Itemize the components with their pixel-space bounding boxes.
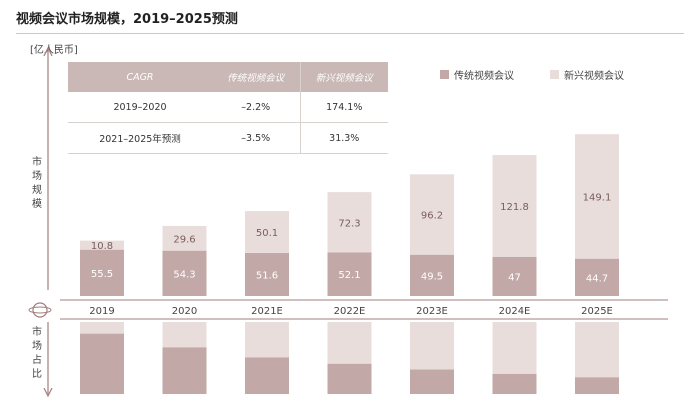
cagr-row-traditional: –2.2% [212,92,300,123]
data-label-traditional: 55.5 [91,269,113,280]
data-label-emerging: 10.8 [91,241,113,252]
data-label-traditional: 54.3 [173,269,195,280]
share-bar-traditional [245,357,289,394]
chart-title: 视频会议市场规模，2019–2025预测 [16,12,238,27]
category-tick-label: 2019 [89,306,114,317]
share-bar-traditional [575,377,619,394]
globe-icon [32,302,48,318]
axis-label-market-share: 市 场 占 比 [32,327,42,380]
cagr-header-traditional: 传统视频会议 [212,62,300,92]
bar-emerging [575,134,619,259]
category-tick-label: 2023E [416,306,448,317]
category-tick-label: 2022E [334,306,366,317]
data-label-traditional: 51.6 [256,270,278,281]
bar-traditional [80,249,124,296]
category-tick-label: 2024E [499,306,531,317]
data-label-traditional: 47 [508,272,521,283]
data-label-traditional: 49.5 [421,271,443,282]
axis-label-market-size: 市 场 规 模 [32,157,42,210]
data-label-emerging: 149.1 [583,192,612,203]
legend-item-traditional: 传统视频会议 [440,67,514,82]
bar-emerging [162,225,207,251]
share-bar-traditional [162,347,207,394]
category-tick-label: 2020 [172,306,197,317]
bar-traditional [575,258,619,296]
axis-arrow-down-icon [43,387,53,398]
data-label-traditional: 44.7 [586,273,608,284]
title-divider [16,33,684,34]
bar-emerging [492,155,537,257]
legend-swatch-traditional [440,70,449,79]
bar-emerging [410,174,454,255]
data-label-traditional: 52.1 [338,270,360,281]
legend-label-traditional: 传统视频会议 [454,71,514,82]
bar-emerging [245,211,289,253]
category-tick-label: 2021E [251,306,283,317]
cagr-table: CAGR 传统视频会议 新兴视频会议 2019–2020 –2.2% 174.1… [68,62,388,154]
cagr-row-emerging: 31.3% [299,122,388,154]
data-label-emerging: 29.6 [173,234,195,245]
legend-item-emerging: 新兴视频会议 [550,67,624,82]
data-label-emerging: 72.3 [338,218,360,229]
cagr-header-row: CAGR 传统视频会议 新兴视频会议 [68,62,388,92]
legend-swatch-emerging [550,70,559,79]
unit-label: [亿人民币] [30,45,78,56]
share-bar-traditional [492,373,537,394]
axis-arrow-up-icon [43,46,53,57]
data-label-emerging: 50.1 [256,228,278,239]
share-bar-traditional [80,333,124,394]
cagr-header-label: CAGR [68,62,212,92]
bar-traditional [245,252,289,296]
bar-traditional [162,250,207,296]
cagr-row: 2021–2025年预测 –3.5% 31.3% [68,122,388,154]
share-bar-traditional [327,363,372,394]
data-label-emerging: 121.8 [500,202,529,213]
cagr-row-traditional: –3.5% [212,122,300,154]
cagr-row-period: 2021–2025年预测 [68,122,212,154]
cagr-row-emerging: 174.1% [299,92,388,123]
cagr-row-period: 2019–2020 [68,92,212,123]
cagr-header-emerging: 新兴视频会议 [299,62,388,92]
bar-traditional [327,252,372,296]
legend-label-emerging: 新兴视频会议 [564,71,624,82]
data-label-emerging: 96.2 [421,211,443,222]
bar-traditional [492,256,537,296]
bar-traditional [410,254,454,296]
share-bar-traditional [410,369,454,394]
cagr-row: 2019–2020 –2.2% 174.1% [68,92,388,123]
globe-ring-icon [28,306,52,314]
bar-emerging [80,240,124,250]
bar-emerging [327,192,372,253]
category-tick-label: 2025E [581,306,613,317]
